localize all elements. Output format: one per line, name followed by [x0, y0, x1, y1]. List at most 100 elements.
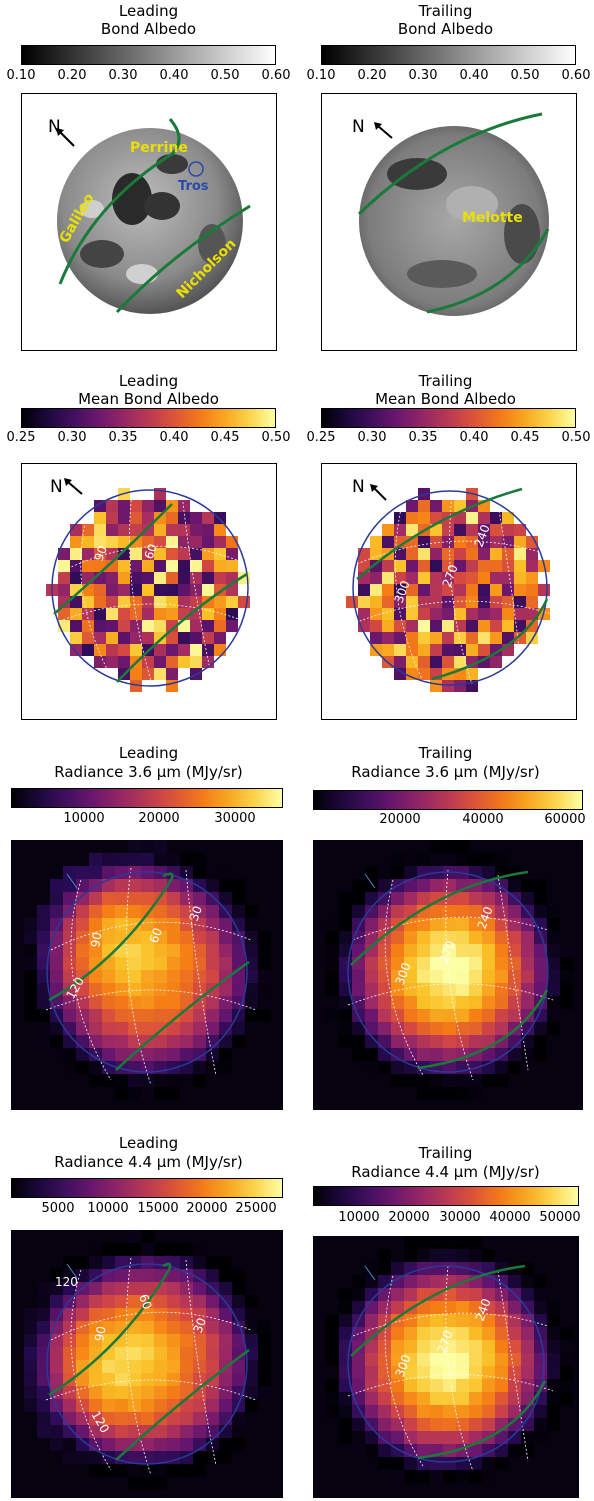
pixel-cell: [573, 1405, 579, 1418]
pixel-cell: [24, 840, 37, 853]
pixel-cell: [573, 1418, 579, 1431]
pixel-cell: [63, 1256, 76, 1269]
pixel-cell: [11, 1074, 24, 1087]
pixel-cell: [443, 996, 456, 1009]
pixel-cell: [547, 1314, 560, 1327]
pixel-cell: [102, 1412, 115, 1425]
pixel-cell: [313, 944, 326, 957]
pixel-cell: [76, 1308, 89, 1321]
pixel-cell: [115, 1425, 128, 1438]
pixel-cell: [154, 1399, 167, 1412]
pixel-cell: [154, 656, 166, 668]
pixel-cell: [50, 892, 63, 905]
panel-title-line2: Radiance 3.6 μm (MJy/sr): [351, 763, 540, 781]
pixel-cell: [271, 1243, 283, 1256]
pixel-cell: [313, 1236, 326, 1249]
pixel-cell: [50, 1477, 63, 1490]
pixel-cell: [115, 1269, 128, 1282]
pixel-cell: [521, 1444, 534, 1457]
pixel-cell: [154, 536, 166, 548]
pixel-cell: [365, 1379, 378, 1392]
pixel-cell: [466, 620, 478, 632]
pixel-cell: [534, 1061, 547, 1074]
pixel-cell: [206, 1386, 219, 1399]
pixel-cell: [456, 931, 469, 944]
pixel-cell: [514, 524, 526, 536]
pixel-cell: [24, 957, 37, 970]
pixel-cell: [271, 1269, 283, 1282]
pixel-cell: [50, 1373, 63, 1386]
pixel-cell: [378, 1262, 391, 1275]
pixel-cell: [466, 560, 478, 572]
pixel-cell: [508, 1301, 521, 1314]
pixel-cell: [430, 608, 442, 620]
pixel-cell: [442, 536, 454, 548]
pixel-cell: [202, 632, 214, 644]
pixel-cell: [326, 1301, 339, 1314]
pixel-cell: [94, 500, 106, 512]
pixel-cell: [102, 1035, 115, 1048]
pixel-cell: [63, 1347, 76, 1360]
pixel-cell: [193, 1061, 206, 1074]
pixel-cell: [206, 879, 219, 892]
pixel-cell: [442, 680, 454, 692]
pixel-cell: [394, 644, 406, 656]
pixel-cell: [37, 918, 50, 931]
tick-label: 0.25: [306, 430, 336, 445]
pixel-cell: [326, 1262, 339, 1275]
pixel-cell: [142, 596, 154, 608]
pixel-cell: [534, 1288, 547, 1301]
pixel-map: 120 60 30 90 120: [11, 1230, 283, 1498]
pixel-cell: [469, 1379, 482, 1392]
pixel-cell: [573, 1496, 579, 1498]
pixel-cell: [258, 1295, 271, 1308]
pixel-cell: [258, 1009, 271, 1022]
pixel-cell: [258, 879, 271, 892]
region-outline: [426, 228, 550, 314]
pixel-cell: [365, 840, 378, 853]
pixel-cell: [180, 1425, 193, 1438]
pixel-cell: [167, 1074, 180, 1087]
pixel-cell: [378, 866, 391, 879]
pixel-cell: [141, 1022, 154, 1035]
pixel-cell: [258, 1074, 271, 1087]
pixel-cell: [271, 970, 283, 983]
pixel-cell: [141, 1100, 154, 1110]
pixel-cell: [180, 1243, 193, 1256]
pixel-cell: [418, 656, 430, 668]
pixel-cell: [370, 608, 382, 620]
pixel-cell: [313, 840, 326, 853]
pixel-cell: [521, 983, 534, 996]
pixel-cell: [521, 892, 534, 905]
pixel-cell: [245, 1087, 258, 1100]
pixel-cell: [478, 524, 490, 536]
pixel-cell: [102, 1269, 115, 1282]
pixel-cell: [180, 970, 193, 983]
pixel-cell: [560, 1048, 573, 1061]
pixel-cell: [128, 1308, 141, 1321]
pixel-cell: [469, 1340, 482, 1353]
pixel-cell: [391, 1392, 404, 1405]
pixel-cell: [573, 1366, 579, 1379]
pixel-cell: [193, 1100, 206, 1110]
pixel-cell: [63, 996, 76, 1009]
pixel-cell: [24, 1256, 37, 1269]
pixel-cell: [313, 1366, 326, 1379]
pixel-cell: [154, 1243, 167, 1256]
pixel-cell: [534, 1249, 547, 1262]
pixel-cell: [24, 1386, 37, 1399]
pixel-cell: [258, 1477, 271, 1490]
pixel-cell: [482, 1496, 495, 1498]
tick-label: 0.30: [357, 430, 387, 445]
pixel-cell: [167, 853, 180, 866]
image-frame: N 240 270 300: [321, 463, 577, 720]
pixel-cell: [142, 632, 154, 644]
pixel-cell: [534, 1236, 547, 1249]
pixel-cell: [406, 620, 418, 632]
pixel-cell: [456, 1379, 469, 1392]
pixel-cell: [202, 644, 214, 656]
pixel-cell: [76, 905, 89, 918]
pixel-cell: [271, 1009, 283, 1022]
pixel-cell: [456, 1074, 469, 1087]
panel-leading-bond-albedo: Leading Bond Albedo 0.10 0.20 0.30 0.40 …: [0, 0, 297, 360]
